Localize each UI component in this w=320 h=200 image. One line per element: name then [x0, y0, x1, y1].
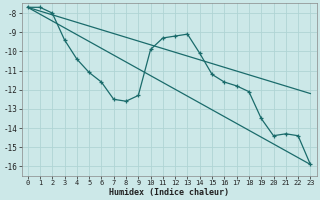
X-axis label: Humidex (Indice chaleur): Humidex (Indice chaleur) — [109, 188, 229, 197]
